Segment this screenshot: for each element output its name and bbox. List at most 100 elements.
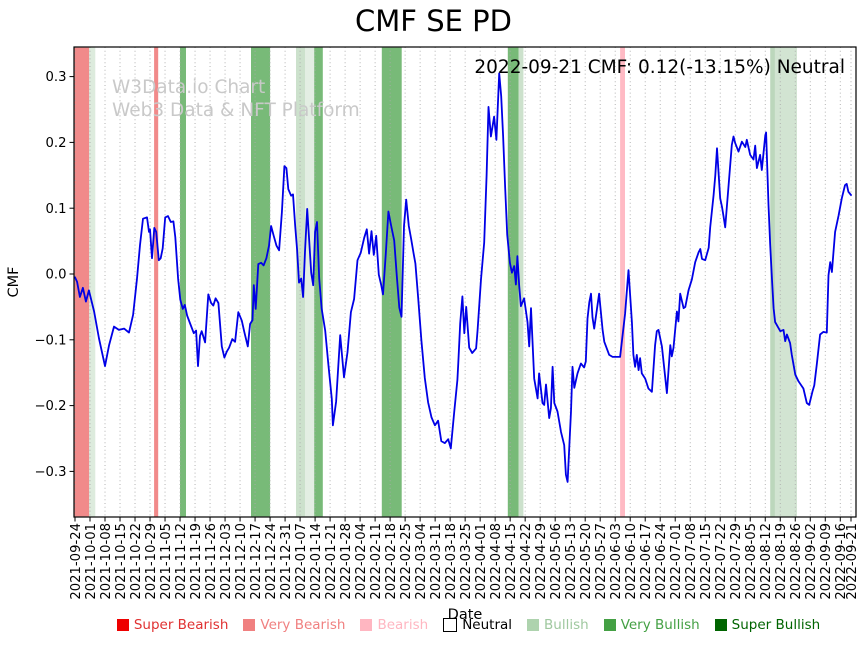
legend: Super Bearish Very Bearish Bearish Neutral B… (70, 617, 867, 633)
cmf-line (74, 72, 852, 483)
sentiment-band-bullish (296, 47, 305, 517)
x-tick-label: 2022-01-21 (324, 523, 339, 600)
legend-label-very-bearish: Very Bearish (260, 617, 346, 633)
legend-item-neutral: Neutral (443, 617, 512, 633)
x-tick-label: 2021-10-01 (84, 523, 99, 600)
x-tick-label: 2021-10-22 (129, 523, 144, 600)
super-bullish-swatch (714, 619, 727, 631)
sentiment-band-very-bullish (251, 47, 271, 517)
x-tick-label: 2022-01-14 (309, 523, 324, 600)
sentiment-band-very-bearish (74, 47, 90, 517)
y-tick-label: −0.1 (34, 333, 66, 348)
x-tick-label: 2022-06-10 (624, 523, 639, 600)
y-tick-label: 0.3 (46, 70, 67, 85)
x-tick-label: 2022-09-21 (845, 523, 860, 600)
x-tick-label: 2022-05-06 (549, 523, 564, 600)
y-tick-label: 0.2 (46, 136, 67, 151)
x-tick-label: 2022-04-15 (504, 523, 519, 600)
x-tick-label: 2021-12-24 (264, 523, 279, 600)
very-bullish-swatch (603, 619, 616, 631)
x-tick-label: 2022-09-09 (819, 523, 834, 600)
x-tick-label: 2021-12-17 (249, 523, 264, 600)
y-tick-label: 0.1 (46, 202, 67, 217)
neutral-swatch (443, 618, 458, 632)
x-tick-label: 2022-01-28 (339, 523, 354, 600)
sentiment-band-very-bearish (154, 47, 159, 517)
x-tick-label: 2022-02-25 (399, 523, 414, 600)
x-tick-label: 2021-11-05 (159, 523, 174, 600)
watermark-line1: W3Data.io Chart (112, 77, 265, 98)
x-tick-label: 2022-03-11 (429, 523, 444, 600)
x-tick-label: 2022-06-03 (609, 523, 624, 600)
legend-item-super-bullish: Super Bullish (714, 617, 821, 633)
x-tick-label: 2022-02-11 (369, 523, 384, 600)
plot-border (73, 46, 857, 518)
x-tick-label: 2022-04-08 (489, 523, 504, 600)
x-tick-label: 2022-07-29 (729, 523, 744, 600)
legend-label-super-bullish: Super Bullish (731, 617, 821, 633)
bearish-swatch (360, 619, 373, 631)
x-tick-label: 2022-06-17 (639, 523, 654, 600)
latest-value-annotation: 2022-09-21 CMF: 0.12(-13.15%) Neutral (474, 57, 845, 78)
legend-label-bullish: Bullish (544, 617, 589, 633)
gridlines-layer (74, 47, 852, 517)
y-tick-label: 0.0 (46, 268, 67, 283)
x-tick-label: 2022-06-24 (654, 523, 669, 600)
x-tick-label: 2022-04-01 (474, 523, 489, 600)
x-tick-label: 2021-10-15 (114, 523, 129, 600)
legend-label-bearish: Bearish (377, 617, 429, 633)
text-layer: W3Data.io Chart Web3 Data & NFT Platform… (6, 57, 845, 623)
x-tick-label: 2022-09-02 (804, 523, 819, 600)
y-tick-label: −0.2 (34, 399, 66, 414)
chart-title: CMF SE PD (355, 4, 512, 38)
x-tick-label: 2021-12-10 (234, 523, 249, 600)
very-bearish-swatch (243, 619, 256, 631)
x-tick-label: 2021-10-29 (144, 523, 159, 600)
legend-item-bearish: Bearish (360, 617, 428, 633)
legend-item-very-bearish: Very Bearish (243, 617, 345, 633)
x-tick-label: 2022-02-18 (384, 523, 399, 600)
legend-item-super-bearish: Super Bearish (116, 617, 229, 633)
legend-label-super-bearish: Super Bearish (133, 617, 229, 633)
watermark-line2: Web3 Data & NFT Platform (112, 100, 360, 121)
sentiment-band-bullish (518, 47, 524, 517)
x-tick-label: 2021-12-03 (219, 523, 234, 600)
bullish-swatch (527, 619, 540, 631)
sentiment-band-very-bullish (507, 47, 519, 517)
x-tick-label: 2022-09-16 (834, 523, 849, 600)
x-tick-label: 2022-02-04 (354, 523, 369, 600)
y-axis-label: CMF (6, 267, 22, 298)
sentiment-band-bullish (774, 47, 797, 517)
sentiment-band-bullish (89, 47, 96, 517)
super-bearish-swatch (116, 619, 129, 631)
x-tick-label: 2021-11-12 (174, 523, 189, 600)
sentiment-band-very-bullish (381, 47, 402, 517)
legend-label-neutral: Neutral (462, 617, 513, 633)
x-tick-label: 2021-12-31 (279, 523, 294, 600)
y-tick-label: −0.3 (34, 465, 66, 480)
x-tick-label: 2022-05-13 (564, 523, 579, 600)
legend-label-very-bullish: Very Bullish (620, 617, 700, 633)
x-tick-label: 2022-08-12 (759, 523, 774, 600)
x-tick-label: 2022-08-19 (774, 523, 789, 600)
sentiment-band-very-bullish (180, 47, 186, 517)
x-tick-label: 2021-10-08 (99, 523, 114, 600)
x-tick-label: 2022-04-22 (519, 523, 534, 600)
x-tick-label: 2022-08-26 (789, 523, 804, 600)
x-tick-label: 2022-07-15 (699, 523, 714, 600)
x-tick-label: 2022-08-05 (744, 523, 759, 600)
x-tick-label: 2022-03-18 (444, 523, 459, 600)
sentiment-band-very-bullish (314, 47, 323, 517)
x-tick-label: 2022-07-22 (714, 523, 729, 600)
sentiment-band-bearish (620, 47, 625, 517)
sentiment-band-bullish (305, 47, 315, 517)
x-tick-label: 2022-07-08 (684, 523, 699, 600)
x-tick-label: 2022-05-20 (579, 523, 594, 600)
x-tick-label: 2021-11-26 (204, 523, 219, 600)
legend-item-bullish: Bullish (527, 617, 589, 633)
x-tick-label: 2021-11-19 (189, 523, 204, 600)
x-tick-label: 2021-09-24 (69, 523, 84, 600)
series-layer (74, 72, 852, 483)
